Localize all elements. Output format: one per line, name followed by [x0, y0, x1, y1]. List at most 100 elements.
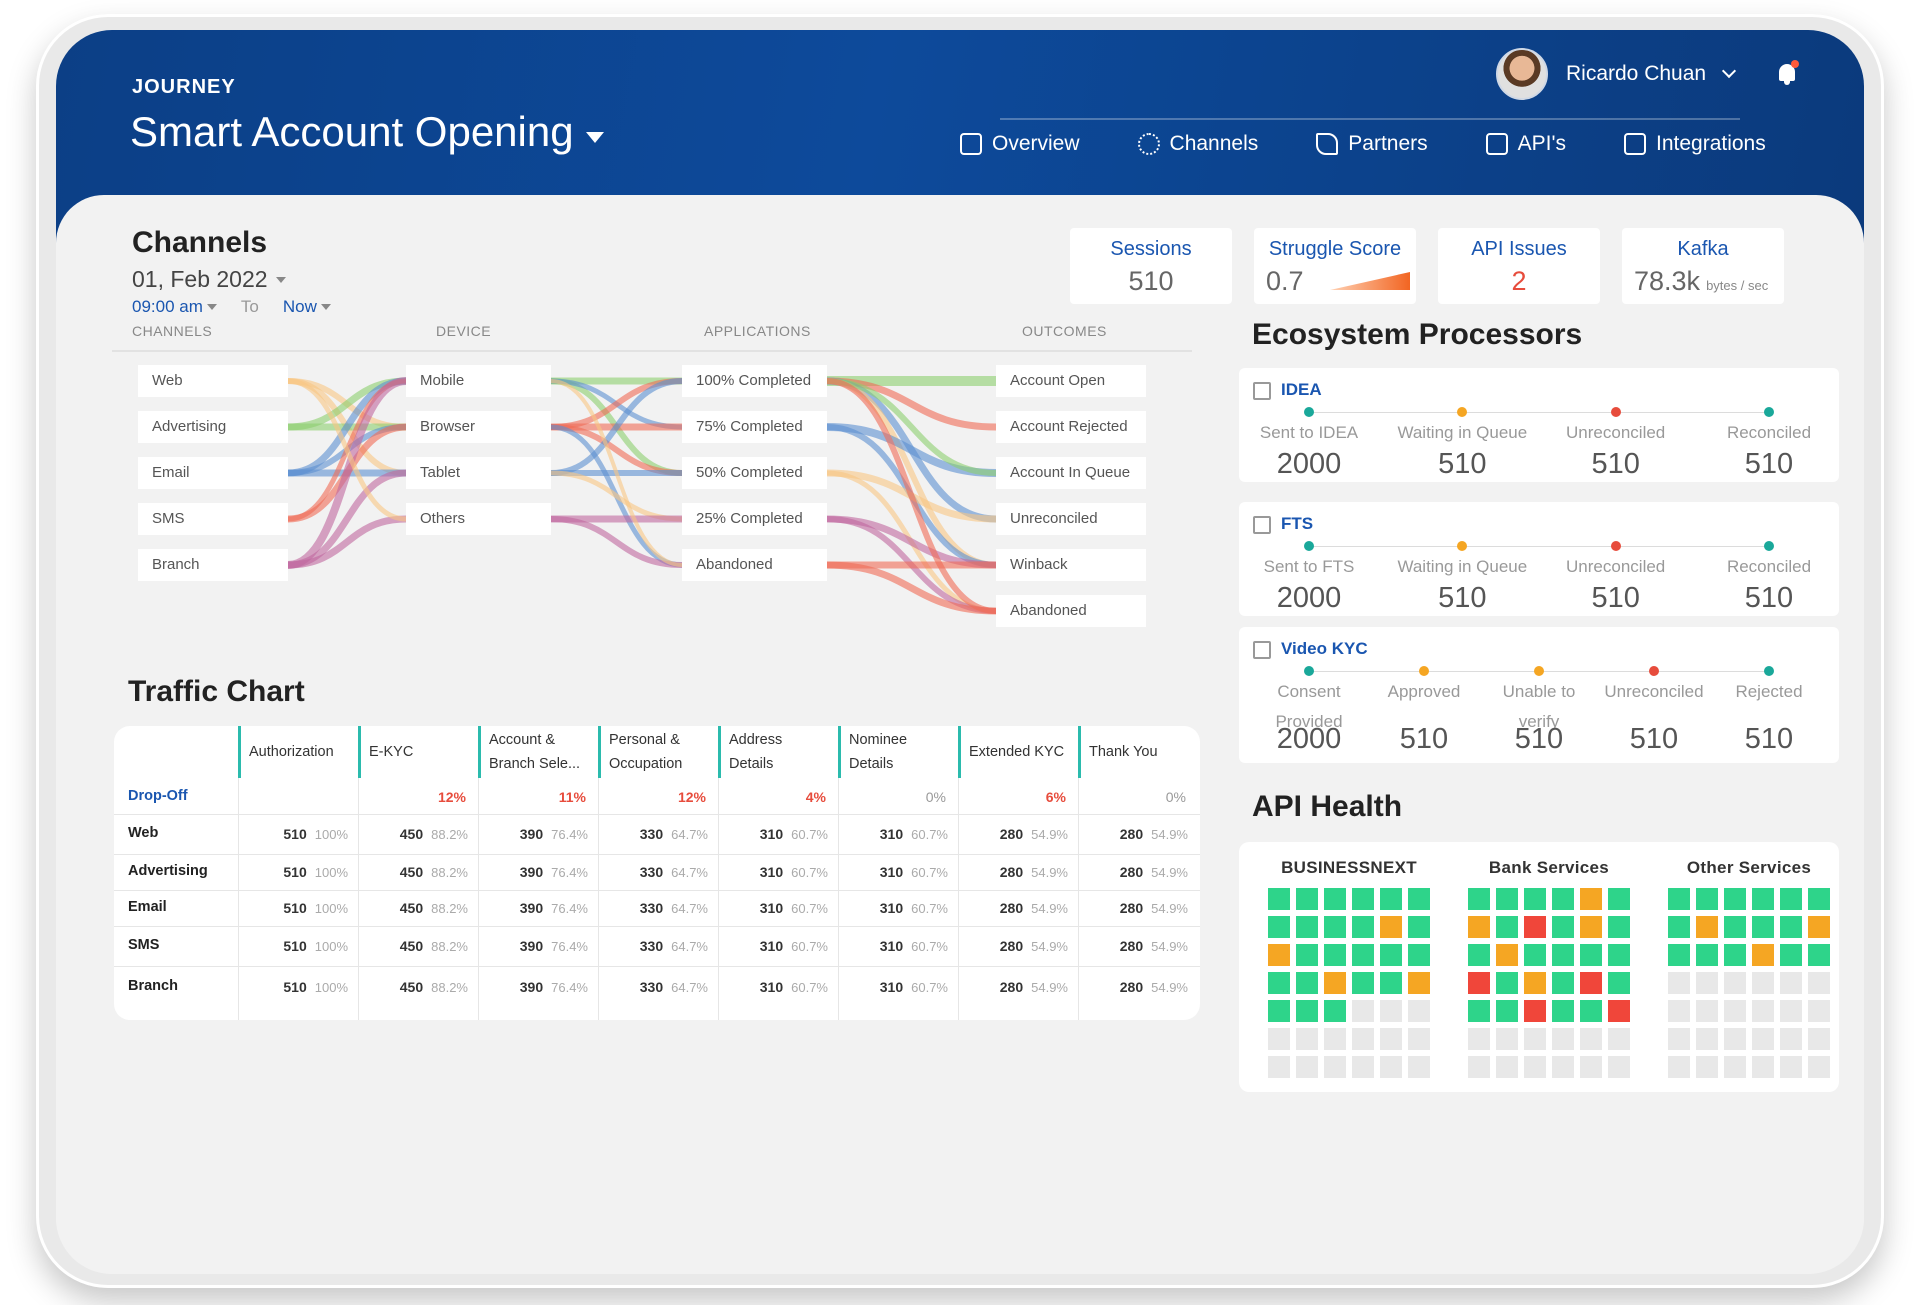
api-status-cell[interactable] — [1696, 972, 1718, 994]
api-status-cell[interactable] — [1296, 1056, 1318, 1078]
api-status-cell[interactable] — [1496, 1056, 1518, 1078]
api-status-cell[interactable] — [1780, 1000, 1802, 1022]
sankey-node-outcome-account-in-queue[interactable]: Account In Queue — [996, 457, 1146, 489]
notification-bell-icon[interactable] — [1776, 60, 1799, 86]
api-status-cell[interactable] — [1552, 972, 1574, 994]
sankey-node-outcome-abandoned[interactable]: Abandoned — [996, 595, 1146, 627]
nav-apis[interactable]: API's — [1485, 132, 1566, 156]
sankey-node-outcome-unreconciled[interactable]: Unreconciled — [996, 503, 1146, 535]
time-to-selector[interactable]: Now — [283, 297, 331, 317]
sankey-node-outcome-winback[interactable]: Winback — [996, 549, 1146, 581]
api-status-cell[interactable] — [1580, 972, 1602, 994]
date-selector[interactable]: 01, Feb 2022 — [132, 266, 286, 293]
api-status-cell[interactable] — [1580, 1028, 1602, 1050]
api-status-cell[interactable] — [1468, 888, 1490, 910]
api-status-cell[interactable] — [1352, 1000, 1374, 1022]
api-status-cell[interactable] — [1352, 944, 1374, 966]
api-status-cell[interactable] — [1408, 944, 1430, 966]
api-status-cell[interactable] — [1808, 1000, 1830, 1022]
api-status-cell[interactable] — [1808, 1056, 1830, 1078]
api-status-cell[interactable] — [1324, 1000, 1346, 1022]
api-status-cell[interactable] — [1496, 888, 1518, 910]
api-status-cell[interactable] — [1696, 888, 1718, 910]
api-status-cell[interactable] — [1724, 944, 1746, 966]
api-status-cell[interactable] — [1408, 916, 1430, 938]
api-status-cell[interactable] — [1268, 1028, 1290, 1050]
api-status-cell[interactable] — [1780, 944, 1802, 966]
api-status-cell[interactable] — [1552, 944, 1574, 966]
api-status-cell[interactable] — [1580, 888, 1602, 910]
api-status-cell[interactable] — [1752, 1000, 1774, 1022]
api-status-cell[interactable] — [1724, 972, 1746, 994]
api-status-cell[interactable] — [1468, 1028, 1490, 1050]
journey-selector[interactable]: Smart Account Opening — [130, 108, 604, 156]
api-status-cell[interactable] — [1724, 1000, 1746, 1022]
sankey-node-outcome-account-open[interactable]: Account Open — [996, 365, 1146, 397]
api-status-cell[interactable] — [1496, 1000, 1518, 1022]
api-status-cell[interactable] — [1668, 972, 1690, 994]
api-status-cell[interactable] — [1780, 972, 1802, 994]
api-status-cell[interactable] — [1780, 888, 1802, 910]
api-status-cell[interactable] — [1296, 916, 1318, 938]
api-status-cell[interactable] — [1524, 1000, 1546, 1022]
col-header-nominee-details[interactable]: Nominee Details — [838, 726, 958, 778]
api-status-cell[interactable] — [1296, 888, 1318, 910]
api-status-cell[interactable] — [1408, 972, 1430, 994]
api-status-cell[interactable] — [1696, 1028, 1718, 1050]
api-status-cell[interactable] — [1608, 944, 1630, 966]
api-status-cell[interactable] — [1808, 972, 1830, 994]
api-status-cell[interactable] — [1468, 1056, 1490, 1078]
kpi-sessions[interactable]: Sessions 510 — [1070, 228, 1232, 304]
api-status-cell[interactable] — [1408, 1056, 1430, 1078]
api-status-cell[interactable] — [1408, 888, 1430, 910]
api-status-cell[interactable] — [1324, 1028, 1346, 1050]
col-header-personal-occupation[interactable]: Personal & Occupation — [598, 726, 718, 778]
api-status-cell[interactable] — [1524, 1056, 1546, 1078]
api-status-cell[interactable] — [1524, 944, 1546, 966]
api-status-cell[interactable] — [1496, 972, 1518, 994]
kpi-api-issues[interactable]: API Issues 2 — [1438, 228, 1600, 304]
api-status-cell[interactable] — [1524, 1028, 1546, 1050]
api-status-cell[interactable] — [1324, 1056, 1346, 1078]
sankey-node-channel-branch[interactable]: Branch — [138, 549, 288, 581]
sankey-node-channel-sms[interactable]: SMS — [138, 503, 288, 535]
col-header-authorization[interactable]: Authorization — [238, 726, 358, 778]
api-status-cell[interactable] — [1408, 1000, 1430, 1022]
api-status-cell[interactable] — [1468, 972, 1490, 994]
api-status-cell[interactable] — [1580, 1056, 1602, 1078]
api-status-cell[interactable] — [1324, 916, 1346, 938]
api-status-cell[interactable] — [1324, 972, 1346, 994]
api-status-cell[interactable] — [1296, 972, 1318, 994]
api-status-cell[interactable] — [1524, 916, 1546, 938]
sankey-node-application-abandoned[interactable]: Abandoned — [682, 549, 827, 581]
api-status-cell[interactable] — [1352, 1056, 1374, 1078]
api-status-cell[interactable] — [1380, 888, 1402, 910]
api-status-cell[interactable] — [1780, 1056, 1802, 1078]
api-status-cell[interactable] — [1608, 888, 1630, 910]
api-status-cell[interactable] — [1724, 916, 1746, 938]
sankey-node-device-browser[interactable]: Browser — [406, 411, 551, 443]
api-status-cell[interactable] — [1268, 1000, 1290, 1022]
api-status-cell[interactable] — [1608, 1028, 1630, 1050]
api-status-cell[interactable] — [1780, 1028, 1802, 1050]
col-header-address-details[interactable]: Address Details — [718, 726, 838, 778]
api-status-cell[interactable] — [1696, 1056, 1718, 1078]
api-status-cell[interactable] — [1408, 1028, 1430, 1050]
kpi-struggle-score[interactable]: Struggle Score 0.7 — [1254, 228, 1416, 304]
api-status-cell[interactable] — [1296, 1028, 1318, 1050]
api-status-cell[interactable] — [1580, 916, 1602, 938]
api-status-cell[interactable] — [1668, 888, 1690, 910]
col-header-extended-kyc[interactable]: Extended KYC — [958, 726, 1078, 778]
sankey-node-application-50-completed[interactable]: 50% Completed — [682, 457, 827, 489]
api-status-cell[interactable] — [1468, 1000, 1490, 1022]
api-status-cell[interactable] — [1668, 944, 1690, 966]
api-status-cell[interactable] — [1524, 972, 1546, 994]
api-status-cell[interactable] — [1552, 916, 1574, 938]
api-status-cell[interactable] — [1724, 888, 1746, 910]
api-status-cell[interactable] — [1268, 944, 1290, 966]
nav-integrations[interactable]: Integrations — [1624, 132, 1766, 156]
sankey-node-channel-advertising[interactable]: Advertising — [138, 411, 288, 443]
api-status-cell[interactable] — [1668, 1028, 1690, 1050]
api-status-cell[interactable] — [1496, 944, 1518, 966]
sankey-node-application-25-completed[interactable]: 25% Completed — [682, 503, 827, 535]
